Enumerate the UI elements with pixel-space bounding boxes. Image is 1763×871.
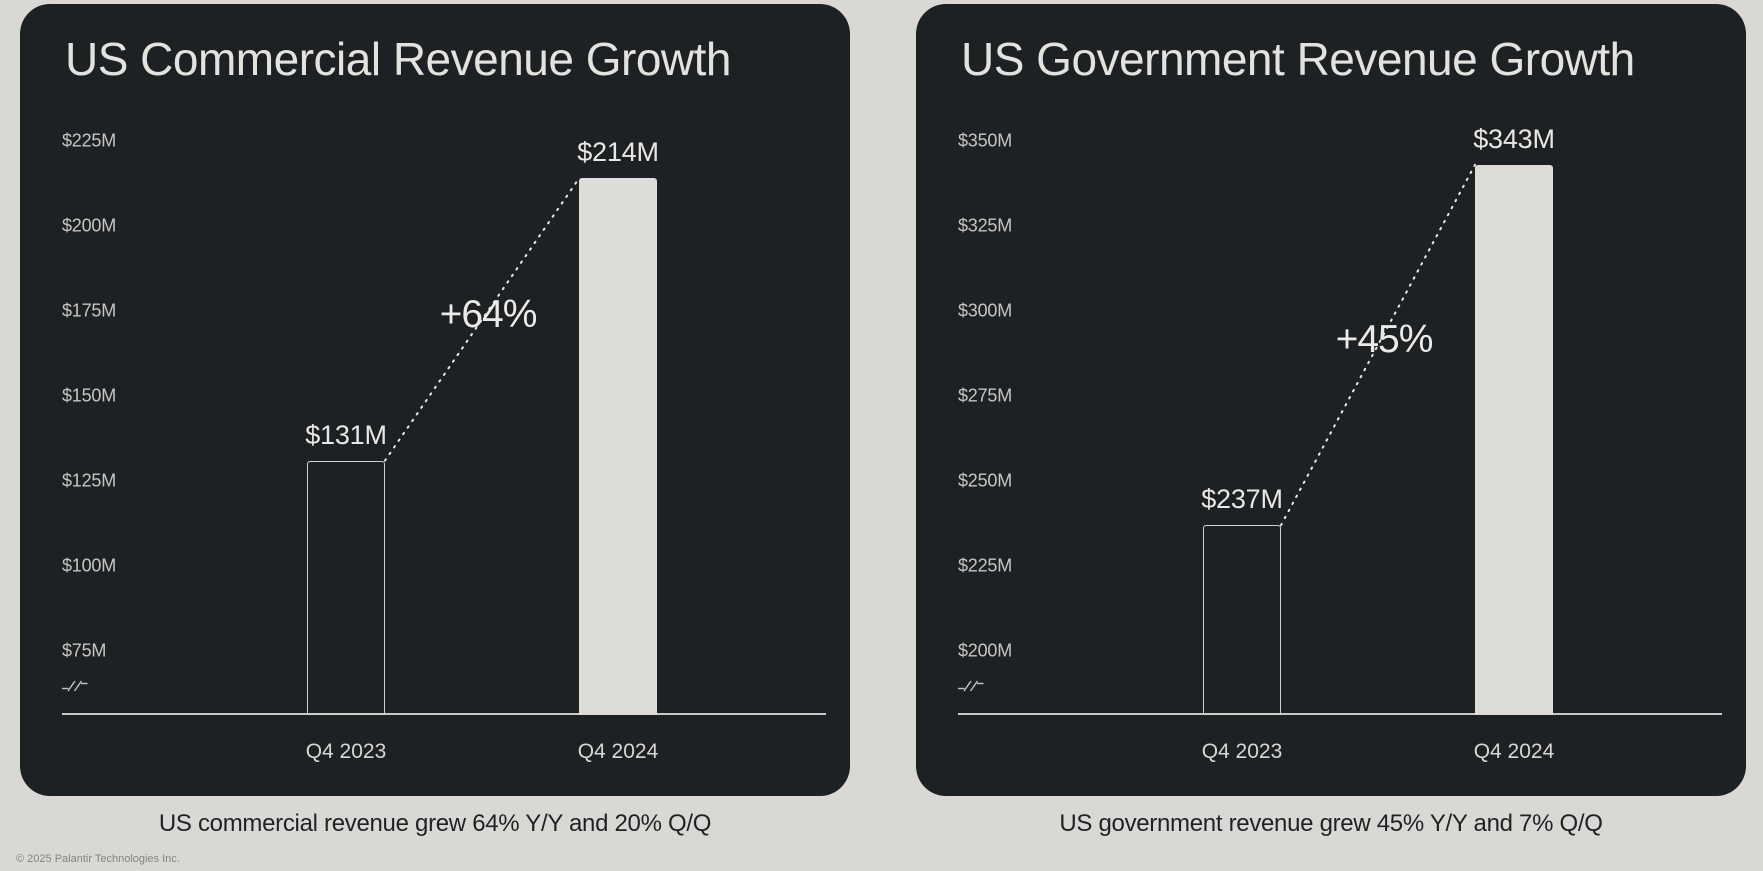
bar-q4-2024 [579,178,657,715]
chart-title: US Commercial Revenue Growth [65,33,732,85]
bar-value-label: $237M [1201,484,1283,515]
y-tick-label: $175M [62,300,117,321]
growth-connector-line [384,177,580,462]
y-tick-label: $325M [958,215,1013,236]
growth-percent-label: +64% [439,292,538,336]
chart-title: US Government Revenue Growth [961,33,1635,85]
y-tick-label: $350M [958,130,1013,151]
bar-value-label: $131M [305,419,387,450]
x-axis-line [62,713,826,715]
bar-q4-2023 [1203,525,1281,715]
axis-break-icon [958,679,984,698]
y-tick-label: $225M [958,555,1013,576]
commercial-caption: US commercial revenue grew 64% Y/Y and 2… [158,810,712,837]
x-tick-label: Q4 2023 [305,740,387,763]
commercial-plot: $225M $200M $175M $150M $125M $100M $75M $131M Q… [20,4,850,796]
y-tick-label: $125M [62,470,117,491]
x-tick-label: Q4 2023 [1201,740,1283,763]
x-tick-label: Q4 2024 [1473,740,1555,763]
y-tick-label: $200M [958,640,1013,661]
bar-value-label: $214M [577,137,659,168]
axis-break-icon [62,679,88,698]
x-tick-label: Q4 2024 [577,740,659,763]
y-tick-label: $300M [958,300,1013,321]
bar-q4-2023 [307,460,385,715]
government-caption: US government revenue grew 45% Y/Y and 7… [1059,810,1603,837]
bar-q4-2024 [1475,164,1553,715]
y-tick-label: $75M [62,640,107,661]
copyright-text: © 2025 Palantir Technologies Inc. [16,853,180,865]
y-tick-label: $150M [62,385,117,406]
government-plot: $350M $325M $300M $275M $250M $225M $200M $237M… [916,4,1746,796]
us-commercial-panel: US Commercial Revenue Growth $225M $200M $… [20,4,850,796]
y-tick-label: $200M [62,215,117,236]
x-axis-line [958,713,1722,715]
growth-percent-label: +45% [1335,318,1434,361]
y-tick-label: $225M [62,130,117,151]
y-tick-label: $100M [62,555,117,576]
y-tick-label: $275M [958,385,1013,406]
y-tick-label: $250M [958,470,1013,491]
us-government-panel: US Government Revenue Growth $350M $325M $… [916,4,1746,796]
bar-value-label: $343M [1473,123,1555,154]
growth-connector-line [1280,163,1476,527]
